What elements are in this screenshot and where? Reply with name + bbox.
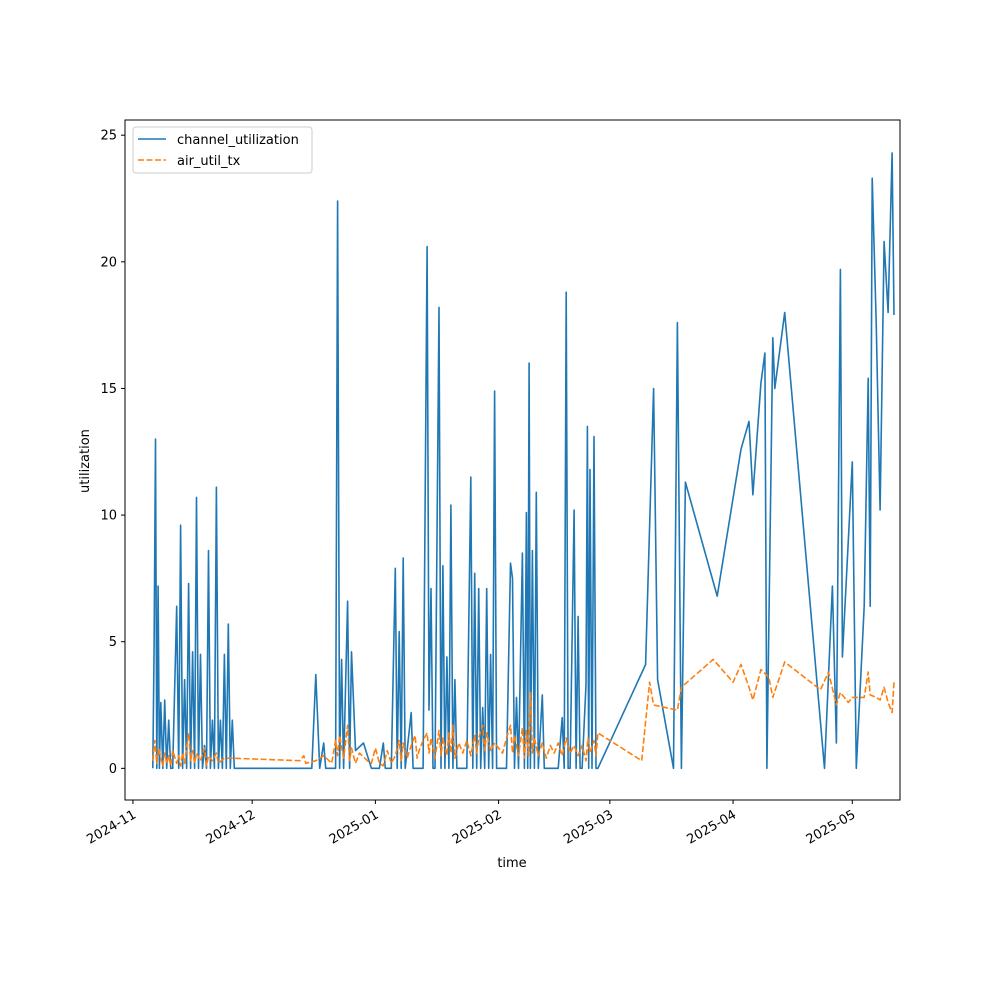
x-tick-label: 2025-01 bbox=[327, 807, 382, 847]
y-tick-label: 20 bbox=[100, 255, 117, 270]
x-tick-label: 2025-02 bbox=[450, 807, 505, 847]
y-tick-label: 0 bbox=[109, 762, 117, 777]
y-tick-label: 10 bbox=[100, 509, 117, 524]
series-line-channel-utilization bbox=[152, 152, 895, 770]
y-axis: 0 5 10 15 20 25 bbox=[100, 129, 125, 777]
y-tick-label: 5 bbox=[109, 635, 117, 650]
x-tick-label: 2025-04 bbox=[685, 807, 740, 847]
x-axis: 2024-11 2024-12 2025-01 2025-02 2025-03 2025-… bbox=[84, 800, 858, 848]
x-tick-label: 2025-05 bbox=[804, 807, 859, 847]
legend: channel_utilization air_util_tx bbox=[132, 126, 313, 174]
legend-box bbox=[132, 126, 313, 174]
series-line-air-util-tx bbox=[152, 658, 895, 767]
x-tick-label: 2024-12 bbox=[204, 807, 259, 847]
series-layer bbox=[152, 152, 895, 770]
x-tick-label: 2025-03 bbox=[561, 807, 616, 847]
y-axis-label: utilization bbox=[78, 429, 93, 493]
legend-label-air-util-tx: air_util_tx bbox=[177, 154, 241, 169]
y-tick-label: 25 bbox=[100, 129, 117, 144]
x-tick-label: 2024-11 bbox=[84, 807, 139, 847]
y-tick-label: 15 bbox=[100, 382, 117, 397]
plot-frame bbox=[124, 119, 901, 801]
x-axis-label: time bbox=[497, 856, 526, 871]
legend-label-channel-utilization: channel_utilization bbox=[177, 133, 299, 148]
